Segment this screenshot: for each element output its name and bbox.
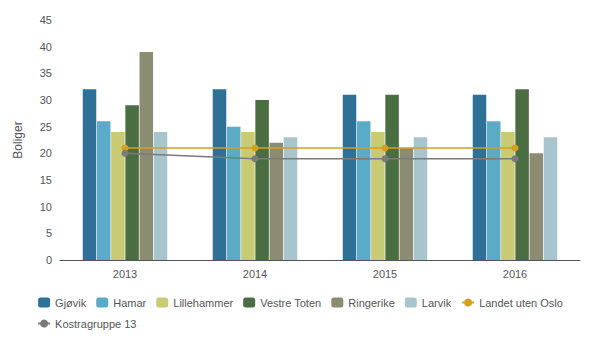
- svg-text:2013: 2013: [113, 268, 137, 280]
- svg-text:0: 0: [46, 254, 52, 266]
- svg-text:Vestre Toten: Vestre Toten: [260, 297, 321, 309]
- svg-text:25: 25: [40, 121, 52, 133]
- svg-text:Gjøvik: Gjøvik: [55, 297, 87, 309]
- svg-text:5: 5: [46, 227, 52, 239]
- svg-text:2015: 2015: [373, 268, 397, 280]
- svg-text:Ringerike: Ringerike: [348, 297, 394, 309]
- svg-text:Lillehammer: Lillehammer: [173, 297, 233, 309]
- svg-text:35: 35: [40, 67, 52, 79]
- svg-text:Kostragruppe 13: Kostragruppe 13: [55, 318, 136, 330]
- svg-text:Hamar: Hamar: [113, 297, 146, 309]
- svg-text:30: 30: [40, 94, 52, 106]
- svg-text:2016: 2016: [503, 268, 527, 280]
- svg-text:20: 20: [40, 147, 52, 159]
- svg-text:Larvik: Larvik: [422, 297, 452, 309]
- svg-text:Boliger: Boliger: [11, 121, 25, 158]
- svg-text:Landet uten Oslo: Landet uten Oslo: [479, 297, 563, 309]
- svg-text:15: 15: [40, 174, 52, 186]
- svg-text:40: 40: [40, 41, 52, 53]
- svg-text:10: 10: [40, 201, 52, 213]
- svg-text:2014: 2014: [243, 268, 267, 280]
- svg-text:45: 45: [40, 14, 52, 26]
